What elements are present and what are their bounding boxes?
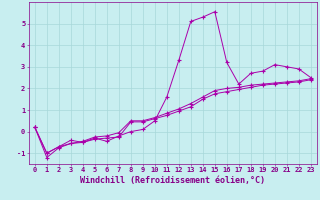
X-axis label: Windchill (Refroidissement éolien,°C): Windchill (Refroidissement éolien,°C)	[80, 176, 265, 185]
